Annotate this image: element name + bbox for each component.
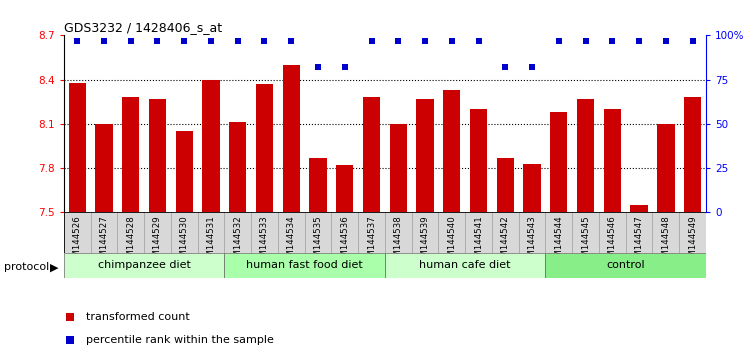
Bar [523,164,541,212]
Text: human fast food diet: human fast food diet [246,261,363,270]
Bar [577,99,594,212]
Bar [336,165,354,212]
Text: GSM144534: GSM144534 [287,216,296,268]
Bar [657,124,674,212]
Bar [545,212,572,253]
Bar [305,212,331,253]
Bar [202,80,220,212]
Bar [198,212,225,253]
Bar [144,212,170,253]
Bar [599,212,626,253]
Bar [465,212,492,253]
Text: transformed count: transformed count [86,312,190,322]
Text: GSM144528: GSM144528 [126,216,135,268]
Bar [385,253,545,278]
Bar [626,212,653,253]
Bar [545,253,706,278]
Bar [358,212,385,253]
Text: GSM144544: GSM144544 [554,216,563,268]
Bar [122,97,140,212]
Text: GSM144532: GSM144532 [234,216,243,268]
Bar [64,212,91,253]
Bar [604,109,621,212]
Bar [91,212,117,253]
Bar [390,124,407,212]
Text: GSM144536: GSM144536 [340,216,349,268]
Text: control: control [606,261,645,270]
Bar [470,109,487,212]
Bar [64,253,225,278]
Bar [416,99,434,212]
Bar [684,97,701,212]
Bar [309,158,327,212]
Text: GSM144538: GSM144538 [394,216,403,268]
Bar [630,205,648,212]
Text: GDS3232 / 1428406_s_at: GDS3232 / 1428406_s_at [64,21,222,34]
Text: GSM144546: GSM144546 [608,216,617,268]
Bar [68,82,86,212]
Text: GSM144537: GSM144537 [367,216,376,268]
Bar [385,212,412,253]
Bar [492,212,519,253]
Bar [679,212,706,253]
Bar [171,212,198,253]
Bar [225,253,385,278]
Bar [412,212,439,253]
Bar [550,112,568,212]
Bar [278,212,305,253]
Bar [256,84,273,212]
Text: GSM144547: GSM144547 [635,216,644,268]
Bar [572,212,599,253]
Bar [496,158,514,212]
Text: chimpanzee diet: chimpanzee diet [98,261,191,270]
Text: GSM144529: GSM144529 [153,216,162,268]
Text: GSM144530: GSM144530 [179,216,189,268]
Text: GSM144542: GSM144542 [501,216,510,268]
Text: GSM144531: GSM144531 [207,216,216,268]
Bar [225,212,251,253]
Bar [149,99,166,212]
Text: GSM144535: GSM144535 [313,216,322,268]
Bar [363,97,380,212]
Bar [117,212,144,253]
Text: GSM144539: GSM144539 [421,216,430,268]
Text: ▶: ▶ [50,262,59,272]
Bar [331,212,358,253]
Bar [282,65,300,212]
Bar [95,124,113,212]
Text: GSM144549: GSM144549 [688,216,697,268]
Text: human cafe diet: human cafe diet [419,261,511,270]
Text: protocol: protocol [4,262,49,272]
Text: GSM144527: GSM144527 [99,216,108,268]
Text: GSM144545: GSM144545 [581,216,590,268]
Bar [229,122,246,212]
Text: GSM144543: GSM144543 [527,216,536,268]
Bar [653,212,679,253]
Text: GSM144540: GSM144540 [448,216,457,268]
Text: GSM144541: GSM144541 [474,216,483,268]
Bar [519,212,545,253]
Bar [251,212,278,253]
Text: GSM144526: GSM144526 [73,216,82,268]
Text: GSM144548: GSM144548 [662,216,671,268]
Text: percentile rank within the sample: percentile rank within the sample [86,335,274,346]
Text: GSM144533: GSM144533 [260,216,269,268]
Bar [439,212,465,253]
Bar [176,131,193,212]
Bar [443,90,460,212]
